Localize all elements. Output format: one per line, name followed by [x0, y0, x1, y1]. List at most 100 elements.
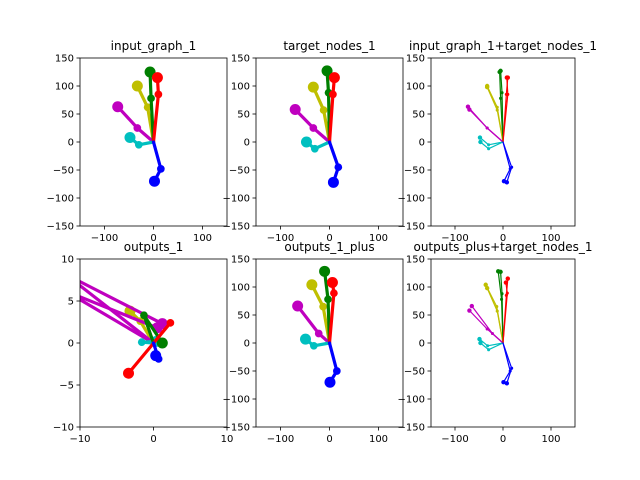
data-point — [314, 329, 323, 338]
data-point — [505, 75, 510, 80]
x-tick-label: 10 — [221, 434, 234, 445]
data-point — [469, 303, 474, 309]
data-point — [478, 139, 483, 145]
y-tick-label: −150 — [223, 423, 250, 434]
y-tick-label: −50 — [53, 166, 74, 177]
y-tick-label: 50 — [237, 311, 250, 322]
y-tick-label: 0 — [68, 138, 74, 149]
y-tick-label: −50 — [229, 166, 250, 177]
series-10 — [498, 68, 504, 143]
y-tick-label: 0 — [244, 138, 250, 149]
series-7 — [484, 84, 504, 143]
series-6 — [123, 318, 175, 379]
y-tick-label: −100 — [398, 194, 425, 205]
data-point — [485, 327, 489, 331]
data-point — [504, 381, 510, 386]
data-point — [124, 132, 136, 144]
data-point — [289, 104, 301, 116]
data-point — [487, 147, 491, 151]
panel-title: outputs_1 — [124, 240, 183, 254]
y-tick-label: 50 — [412, 311, 425, 322]
data-point — [495, 108, 499, 112]
data-point — [133, 124, 142, 132]
data-point — [309, 124, 318, 132]
y-tick-label: −100 — [223, 194, 250, 205]
data-point — [500, 91, 504, 95]
series-3 — [300, 136, 332, 153]
data-point — [327, 176, 339, 188]
data-point — [487, 348, 491, 352]
x-tick-label: −100 — [267, 434, 294, 445]
y-tick-label: −50 — [404, 367, 425, 378]
x-tick-label: 0 — [150, 233, 156, 244]
data-point — [319, 106, 328, 114]
series-11 — [502, 75, 510, 143]
x-tick-label: −100 — [91, 233, 118, 244]
y-tick-label: −100 — [398, 395, 425, 406]
series-2 — [112, 101, 156, 144]
y-tick-label: 50 — [61, 110, 74, 121]
y-tick-label: 150 — [55, 54, 74, 65]
y-tick-label: −150 — [223, 222, 250, 233]
y-tick-label: −5 — [59, 381, 74, 392]
series-12 — [502, 141, 514, 185]
x-tick-label: −10 — [69, 434, 90, 445]
data-point — [157, 165, 165, 173]
x-tick-label: −100 — [441, 233, 468, 244]
data-point — [324, 295, 332, 304]
panel-title: input_graph_1+target_nodes_1 — [409, 39, 597, 53]
panel-title: target_nodes_1 — [283, 39, 375, 53]
y-tick-label: 100 — [406, 82, 425, 93]
data-point — [61, 287, 69, 295]
y-tick-label: 150 — [231, 54, 250, 65]
data-point — [123, 367, 135, 379]
series-5 — [140, 311, 168, 349]
y-tick-label: 0 — [244, 339, 250, 350]
x-tick-label: 100 — [369, 233, 388, 244]
series-5 — [326, 277, 338, 345]
data-point — [328, 72, 340, 84]
x-tick-label: −100 — [267, 233, 294, 244]
data-point — [505, 276, 510, 281]
data-point — [504, 293, 508, 297]
series-4 — [319, 265, 332, 345]
data-point — [319, 265, 331, 277]
series-8 — [467, 308, 504, 344]
series-line — [80, 295, 159, 345]
data-point — [504, 92, 508, 96]
data-point — [154, 90, 163, 99]
y-tick-label: −100 — [47, 194, 74, 205]
panel-title: outputs_1_plus — [284, 240, 374, 254]
data-point — [321, 65, 333, 77]
data-point — [131, 80, 143, 92]
series-5 — [151, 72, 163, 144]
series-6 — [148, 140, 165, 187]
series-6 — [327, 140, 343, 188]
series-6 — [324, 341, 341, 388]
panel-4: −10 0 10 −10 −5 0 5 10 outputs_1 — [53, 240, 233, 445]
y-tick-label: 150 — [406, 54, 425, 65]
data-point — [500, 292, 504, 296]
data-point — [310, 144, 319, 153]
panel-1: −100 0 100 −150 −100 −50 0 50 100 150 input_graph_… — [47, 39, 228, 244]
y-tick-label: 150 — [406, 255, 425, 266]
panel-3: −100 0 100 −150 −100 −50 0 50 100 150input_graph_… — [398, 39, 597, 244]
data-point — [329, 90, 337, 99]
series-11 — [502, 276, 510, 344]
series-7 — [484, 285, 504, 344]
y-tick-label: 0 — [419, 138, 425, 149]
data-point — [306, 279, 318, 291]
x-tick-label: 0 — [500, 434, 506, 445]
series-2 — [292, 300, 332, 345]
y-tick-label: −10 — [53, 423, 74, 434]
x-tick-label: 100 — [193, 233, 212, 244]
y-tick-label: 5 — [68, 297, 74, 308]
data-point — [483, 282, 488, 287]
series-1 — [307, 81, 332, 144]
y-tick-label: −50 — [404, 166, 425, 177]
y-tick-label: 0 — [68, 339, 74, 350]
panel-title: input_graph_1 — [111, 39, 197, 53]
y-tick-label: −150 — [398, 222, 425, 233]
data-point — [150, 350, 162, 362]
data-point — [484, 285, 490, 291]
